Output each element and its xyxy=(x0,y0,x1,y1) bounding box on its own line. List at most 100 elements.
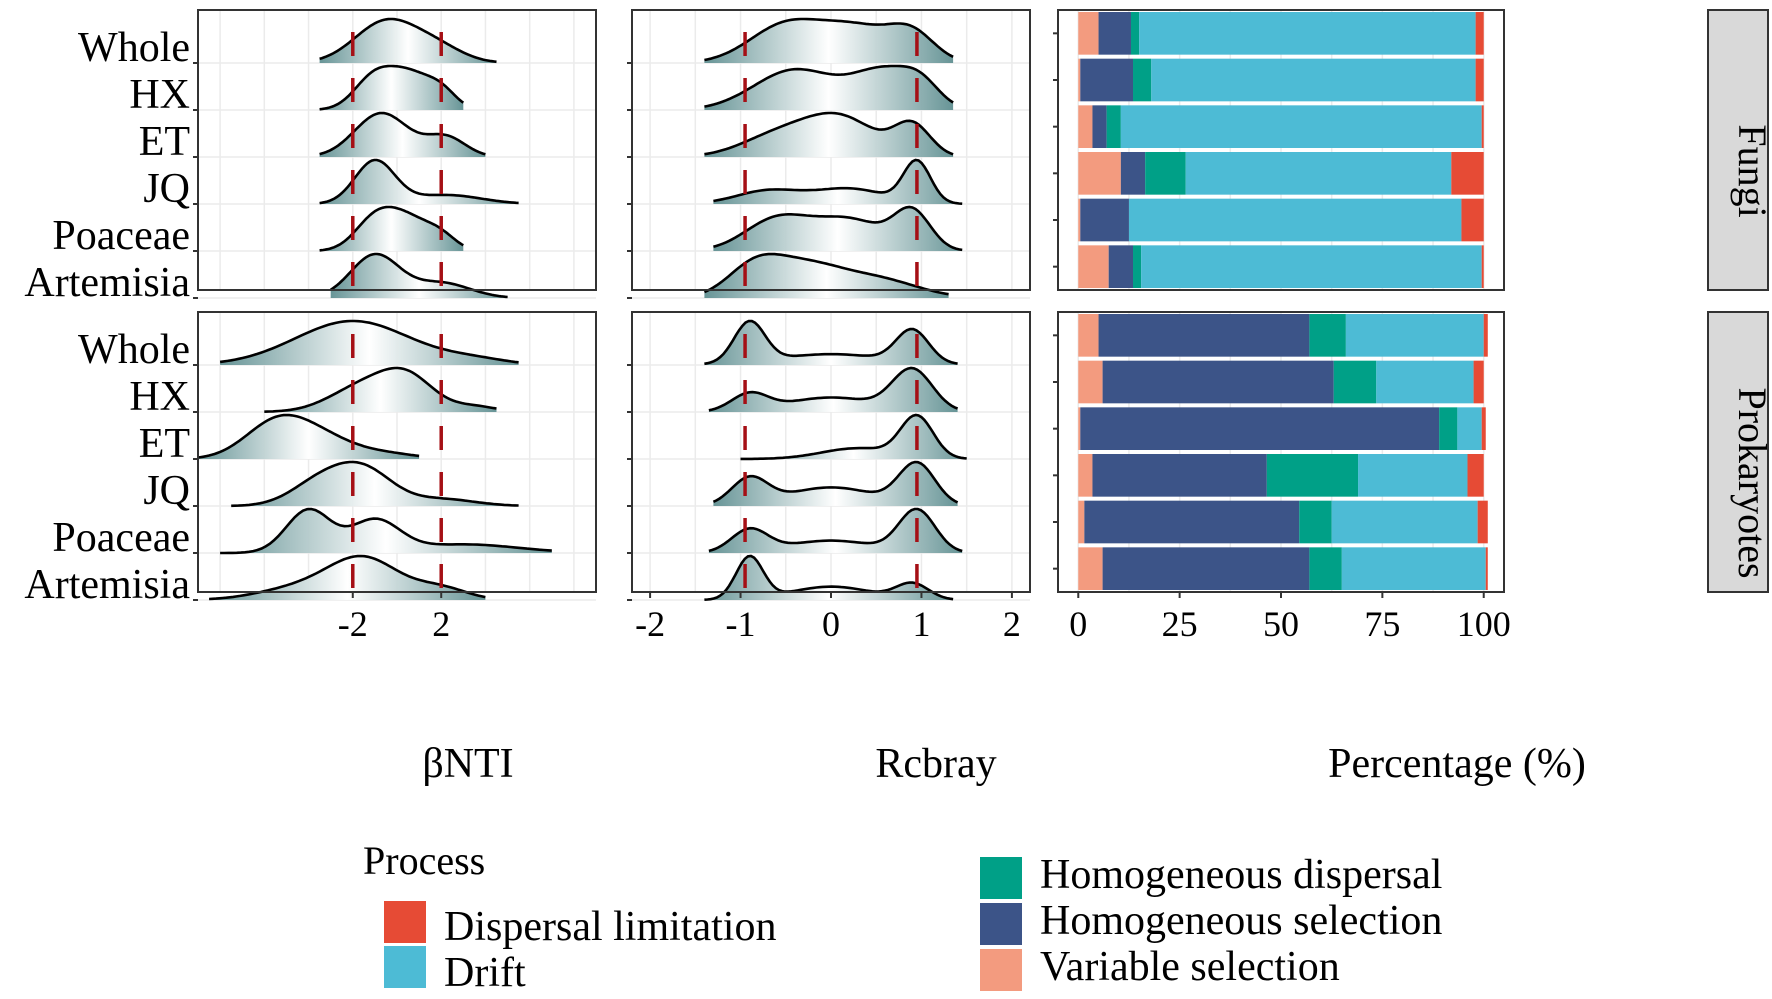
bar-segment-fungi-whole-dispersal-limitation xyxy=(1475,12,1484,55)
bar-segment-fungi-jq-dispersal-limitation xyxy=(1451,152,1484,195)
ridge-area-bnti-fungi-poaceae xyxy=(319,207,464,251)
bar-segment-prokaryotes-et-homogeneous-selection xyxy=(1080,407,1440,450)
ridge-area-rcbray-prokaryotes-jq xyxy=(713,462,958,506)
bar-segment-fungi-hx-variable-selection xyxy=(1078,58,1081,102)
bar-segment-fungi-poaceae-drift xyxy=(1128,198,1462,242)
ridge-line-rcbray-fungi-jq xyxy=(713,158,963,205)
ridge-area-rcbray-fungi-artemisia xyxy=(704,254,949,298)
bars-layer xyxy=(1078,12,1488,590)
bar-segment-prokaryotes-whole-variable-selection xyxy=(1078,314,1099,357)
pct-x-tick-label: 50 xyxy=(1263,604,1299,644)
bar-segment-fungi-et-variable-selection xyxy=(1078,105,1093,148)
bar-segment-fungi-et-homogeneous-dispersal xyxy=(1106,105,1121,148)
frames-layer xyxy=(193,9,1769,601)
legend-label-dispersal-limitation: Dispersal limitation xyxy=(444,904,776,950)
bar-segment-fungi-jq-homogeneous-dispersal xyxy=(1145,152,1186,195)
ridge-line-bnti-prokaryotes-jq xyxy=(231,460,519,508)
row-label-fungi-whole: Whole xyxy=(78,25,190,71)
facet-strip-prokaryotes xyxy=(1707,311,1769,593)
row-label-fungi-hx: HX xyxy=(129,72,190,118)
bar-segment-prokaryotes-et-dispersal-limitation xyxy=(1481,407,1486,450)
ridge-area-bnti-prokaryotes-et xyxy=(198,415,420,459)
ridge-line-bnti-prokaryotes-hx xyxy=(264,366,497,413)
bar-segment-fungi-hx-homogeneous-selection xyxy=(1080,58,1134,102)
legend-label-homogeneous-selection: Homogeneous selection xyxy=(1040,898,1442,944)
ridge-area-bnti-fungi-whole xyxy=(319,19,497,63)
bar-segment-fungi-hx-homogeneous-dispersal xyxy=(1133,58,1152,102)
bar-segment-prokaryotes-jq-variable-selection xyxy=(1078,454,1093,497)
ridge-area-rcbray-fungi-jq xyxy=(713,160,963,204)
ridge-area-rcbray-prokaryotes-poaceae xyxy=(708,509,963,553)
ridges-layer xyxy=(197,17,967,601)
bar-segment-prokaryotes-hx-drift xyxy=(1376,360,1474,404)
row-label-fungi-poaceae: Poaceae xyxy=(52,213,190,259)
bar-segment-fungi-whole-homogeneous-selection xyxy=(1098,12,1131,55)
ridge-area-bnti-fungi-jq xyxy=(319,160,519,204)
ridge-area-rcbray-prokaryotes-whole xyxy=(704,321,958,365)
bar-segment-prokaryotes-poaceae-drift xyxy=(1331,500,1478,544)
bar-segment-fungi-artemisia-homogeneous-selection xyxy=(1108,245,1134,288)
bar-segment-fungi-poaceae-homogeneous-selection xyxy=(1080,198,1129,242)
bar-segment-prokaryotes-jq-dispersal-limitation xyxy=(1467,454,1484,497)
ridge-line-rcbray-prokaryotes-et xyxy=(740,413,967,461)
ridge-area-bnti-fungi-hx xyxy=(319,66,464,110)
ridge-line-bnti-prokaryotes-et xyxy=(197,413,420,459)
ridge-area-bnti-prokaryotes-hx xyxy=(264,368,497,412)
text-layer: βNTI Rcbray Percentage (%) Fungi Prokary… xyxy=(363,124,1772,996)
pct-panel-frame-fungi xyxy=(1057,9,1505,291)
bar-segment-fungi-jq-variable-selection xyxy=(1078,152,1121,195)
ridge-area-rcbray-fungi-hx xyxy=(704,66,954,110)
bar-segment-prokaryotes-jq-drift xyxy=(1358,454,1468,497)
pct-x-tick-label: 0 xyxy=(1069,604,1087,644)
bar-segment-prokaryotes-whole-drift xyxy=(1345,314,1484,357)
bar-segment-prokaryotes-poaceae-homogeneous-selection xyxy=(1084,500,1300,544)
bar-segment-fungi-artemisia-drift xyxy=(1141,245,1482,288)
legend xyxy=(384,857,1022,991)
bnti-x-tick-label: 2 xyxy=(432,604,450,644)
bnti-x-tick-label: -2 xyxy=(338,604,368,644)
facet-strip-fungi xyxy=(1707,9,1769,291)
bar-segment-fungi-et-dispersal-limitation xyxy=(1481,105,1484,148)
rcbray-x-tick-label: -2 xyxy=(635,604,665,644)
row-label-prokaryotes-et: ET xyxy=(139,421,190,467)
legend-label-drift: Drift xyxy=(444,950,526,996)
bar-segment-fungi-et-drift xyxy=(1120,105,1482,148)
bar-segment-fungi-whole-variable-selection xyxy=(1078,12,1099,55)
rcbray-x-tick-label: 2 xyxy=(1003,604,1021,644)
bar-segment-prokaryotes-whole-homogeneous-selection xyxy=(1098,314,1310,357)
bar-segment-prokaryotes-artemisia-drift xyxy=(1341,547,1486,590)
ridge-area-bnti-prokaryotes-whole xyxy=(220,321,519,365)
bar-segment-prokaryotes-hx-dispersal-limitation xyxy=(1473,360,1484,404)
ridge-area-rcbray-fungi-et xyxy=(704,113,954,157)
ridge-line-bnti-fungi-poaceae xyxy=(319,205,464,252)
row-label-fungi-artemisia: Artemisia xyxy=(24,260,190,306)
tick-label-layer: -2 2 -2 -1 0 1 2WholeHXETJQPoaceaeArtemisiaWho… xyxy=(24,25,1510,644)
bar-segment-prokaryotes-et-drift xyxy=(1457,407,1482,450)
bar-segment-prokaryotes-jq-homogeneous-selection xyxy=(1092,454,1267,497)
ridge-area-bnti-prokaryotes-poaceae xyxy=(220,509,552,553)
bar-segment-prokaryotes-hx-homogeneous-dispersal xyxy=(1333,360,1377,404)
ridge-line-rcbray-prokaryotes-hx xyxy=(708,366,959,412)
row-label-fungi-et: ET xyxy=(139,119,190,165)
bar-segment-fungi-artemisia-variable-selection xyxy=(1078,245,1109,288)
bar-segment-prokaryotes-poaceae-homogeneous-dispersal xyxy=(1299,500,1332,544)
legend-swatch-homogeneous-dispersal xyxy=(980,857,1022,899)
bar-segment-prokaryotes-whole-dispersal-limitation xyxy=(1483,314,1488,357)
ridge-line-rcbray-prokaryotes-artemisia xyxy=(704,554,954,601)
legend-swatch-dispersal-limitation xyxy=(384,901,426,943)
bar-segment-prokaryotes-et-homogeneous-dispersal xyxy=(1439,407,1458,450)
ridge-line-bnti-fungi-et xyxy=(319,111,486,156)
rcbray-panel-frame-fungi xyxy=(631,9,1031,291)
legend-label-variable-selection: Variable selection xyxy=(1040,944,1340,990)
row-label-prokaryotes-poaceae: Poaceae xyxy=(52,515,190,561)
bar-segment-fungi-et-homogeneous-selection xyxy=(1092,105,1107,148)
bar-segment-prokaryotes-et-variable-selection xyxy=(1078,407,1081,450)
bar-segment-fungi-poaceae-variable-selection xyxy=(1078,198,1081,242)
rcbray-x-tick-label: 0 xyxy=(822,604,840,644)
ridge-line-rcbray-fungi-poaceae xyxy=(713,205,963,252)
bar-segment-prokaryotes-poaceae-dispersal-limitation xyxy=(1477,500,1488,544)
bar-segment-fungi-poaceae-dispersal-limitation xyxy=(1461,198,1484,242)
rcbray-x-tick-label: 1 xyxy=(912,604,930,644)
bar-segment-fungi-jq-drift xyxy=(1185,152,1452,195)
